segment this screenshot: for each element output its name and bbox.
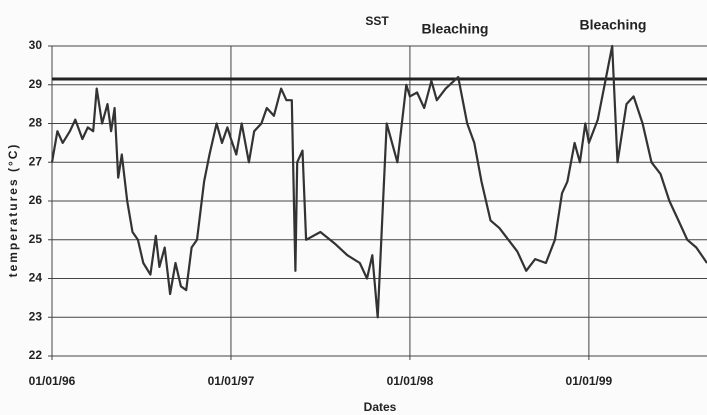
y-tick-label: 29 — [29, 77, 43, 91]
y-tick-label: 22 — [29, 348, 43, 362]
annotation: SST — [365, 14, 389, 28]
x-tick-label: 01/01/99 — [566, 374, 613, 388]
y-tick-label: 23 — [29, 309, 43, 323]
y-tick-label: 27 — [29, 154, 43, 168]
x-tick-label: 01/01/98 — [387, 374, 434, 388]
y-tick-label: 26 — [29, 193, 43, 207]
y-tick-label: 25 — [29, 232, 43, 246]
annotation: Bleaching — [580, 17, 647, 33]
x-tick-label: 01/01/97 — [208, 374, 255, 388]
y-axis-label: temperatures (°C) — [6, 143, 20, 278]
sst-line — [50, 44, 707, 319]
y-tick-label: 28 — [29, 116, 43, 130]
annotation: Bleaching — [422, 21, 489, 37]
x-tick-label: 01/01/96 — [29, 374, 76, 388]
x-axis-label: Dates — [364, 400, 397, 414]
y-tick-label: 30 — [29, 38, 43, 52]
y-tick-label: 24 — [29, 271, 43, 285]
